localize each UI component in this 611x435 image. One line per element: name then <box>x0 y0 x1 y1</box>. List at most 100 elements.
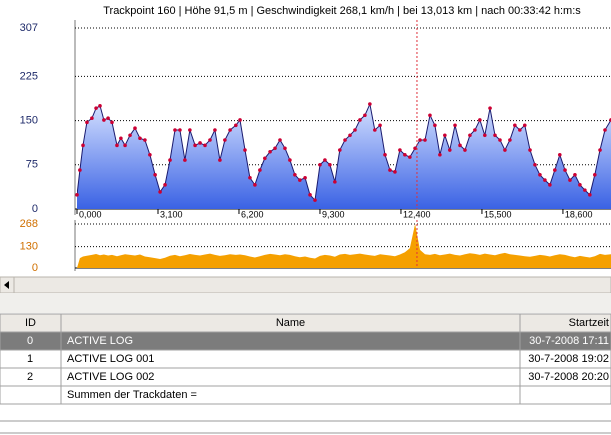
point-marker <box>413 146 417 151</box>
point-marker <box>298 178 302 182</box>
status-line: Trackpoint 160 | Höhe 91,5 m | Geschwind… <box>103 5 581 17</box>
point-marker <box>528 148 532 152</box>
point-marker <box>563 168 567 172</box>
table-cell: 30-7-2008 20:20 <box>528 371 609 383</box>
point-marker <box>263 156 267 161</box>
point-marker <box>568 178 572 182</box>
point-marker <box>119 136 123 141</box>
point-marker <box>208 138 212 142</box>
point-marker <box>203 143 207 148</box>
point-marker <box>238 118 242 122</box>
table-cell: 30-7-2008 19:02 <box>528 353 609 365</box>
x-tick-label: 3,100 <box>160 209 183 219</box>
point-marker <box>393 170 397 174</box>
point-marker <box>110 120 114 125</box>
point-marker <box>78 168 82 172</box>
point-marker <box>428 113 432 118</box>
summary-row <box>0 385 611 405</box>
y-tick-label: 225 <box>20 70 38 82</box>
point-marker <box>458 143 462 148</box>
point-marker <box>138 136 142 141</box>
point-marker <box>303 175 307 180</box>
point-marker <box>102 118 106 122</box>
x-tick-label: 12,400 <box>403 209 431 219</box>
point-marker <box>85 120 89 125</box>
point-marker <box>418 138 422 142</box>
point-marker <box>443 133 447 138</box>
point-marker <box>543 178 547 182</box>
point-marker <box>178 128 182 132</box>
point-marker <box>448 148 452 152</box>
track-table: ID Name Startzeit 0 ACTIVE LOG 30-7-2008 17:1… <box>0 313 611 405</box>
point-marker <box>438 152 442 157</box>
point-marker <box>168 158 172 162</box>
point-marker <box>603 128 607 132</box>
point-marker <box>493 133 497 138</box>
y-tick-label: 150 <box>20 114 38 126</box>
point-marker <box>278 138 282 142</box>
scrollbar[interactable] <box>0 276 611 294</box>
column-header: Startzeit <box>569 317 609 329</box>
point-marker <box>373 128 377 132</box>
point-marker <box>473 128 477 132</box>
point-marker <box>94 106 98 110</box>
point-marker <box>383 152 387 157</box>
point-marker <box>468 133 472 138</box>
point-marker <box>243 148 247 152</box>
point-marker <box>338 148 342 152</box>
point-marker <box>398 148 402 152</box>
x-tick-label: 15,500 <box>484 209 512 219</box>
point-marker <box>323 158 327 162</box>
point-marker <box>588 193 592 197</box>
point-marker <box>578 183 582 187</box>
point-marker <box>313 198 317 202</box>
point-marker <box>333 180 337 184</box>
point-marker <box>198 141 202 145</box>
point-marker <box>98 104 102 108</box>
point-marker <box>408 155 412 159</box>
point-marker <box>218 158 222 162</box>
y-tick-label: 0 <box>32 203 38 215</box>
point-marker <box>423 138 427 142</box>
table-cell: ACTIVE LOG 001 <box>67 353 154 365</box>
point-marker <box>388 168 392 172</box>
table-cell: 2 <box>27 371 33 383</box>
point-marker <box>90 116 94 121</box>
point-marker <box>403 152 407 157</box>
table-header <box>0 313 611 333</box>
point-marker <box>133 126 137 131</box>
point-marker <box>463 148 467 152</box>
x-tick-label: 18,600 <box>565 209 593 219</box>
column-header: ID <box>25 317 36 329</box>
point-marker <box>123 143 127 148</box>
splitter[interactable] <box>0 293 611 313</box>
area <box>77 224 611 268</box>
point-marker <box>213 128 217 132</box>
point-marker <box>533 162 537 167</box>
point-marker <box>548 183 552 187</box>
point-marker <box>293 173 297 177</box>
point-marker <box>288 158 292 162</box>
point-marker <box>348 133 352 138</box>
point-marker <box>158 190 162 194</box>
point-marker <box>258 168 262 172</box>
point-marker <box>358 118 362 122</box>
point-marker <box>318 162 322 167</box>
point-marker <box>183 158 187 162</box>
point-marker <box>115 143 119 148</box>
point-marker <box>81 143 85 148</box>
point-marker <box>343 138 347 142</box>
point-marker <box>557 152 562 157</box>
point-marker <box>328 162 332 167</box>
point-marker <box>433 123 437 128</box>
point-marker <box>163 183 167 187</box>
point-marker <box>553 168 557 172</box>
point-marker <box>308 193 312 197</box>
y-tick-label: 268 <box>20 218 38 230</box>
scroll-arrow <box>4 281 9 289</box>
point-marker <box>478 118 482 122</box>
point-marker <box>538 173 542 177</box>
point-marker <box>498 138 502 142</box>
point-marker <box>353 128 357 132</box>
point-marker <box>363 113 367 118</box>
